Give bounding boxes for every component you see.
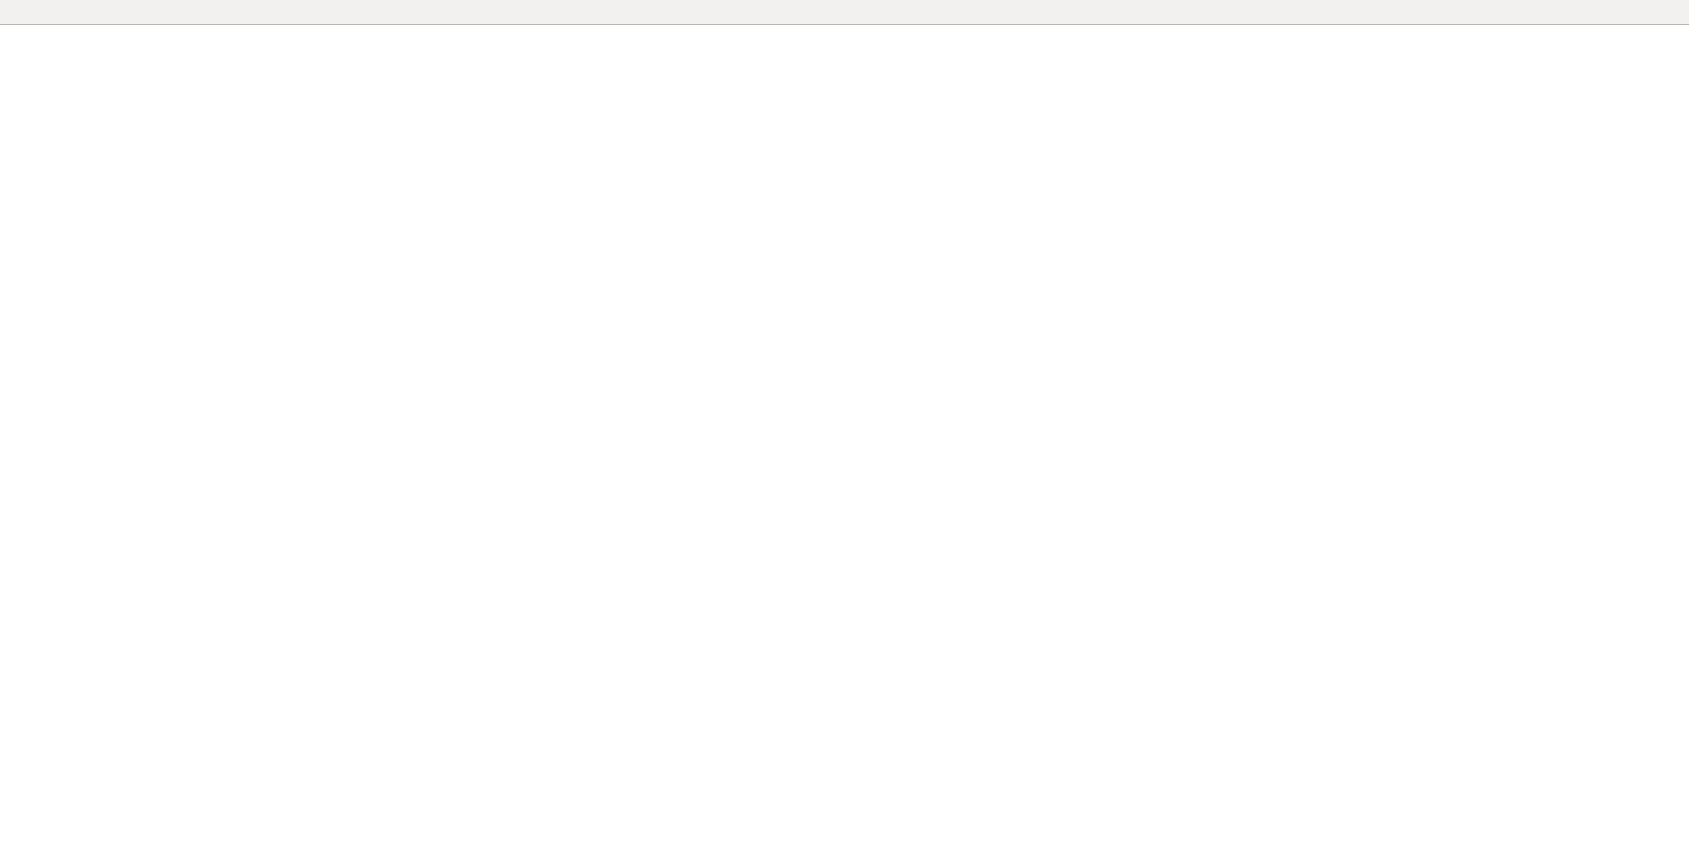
toolbar: [0, 0, 1689, 25]
